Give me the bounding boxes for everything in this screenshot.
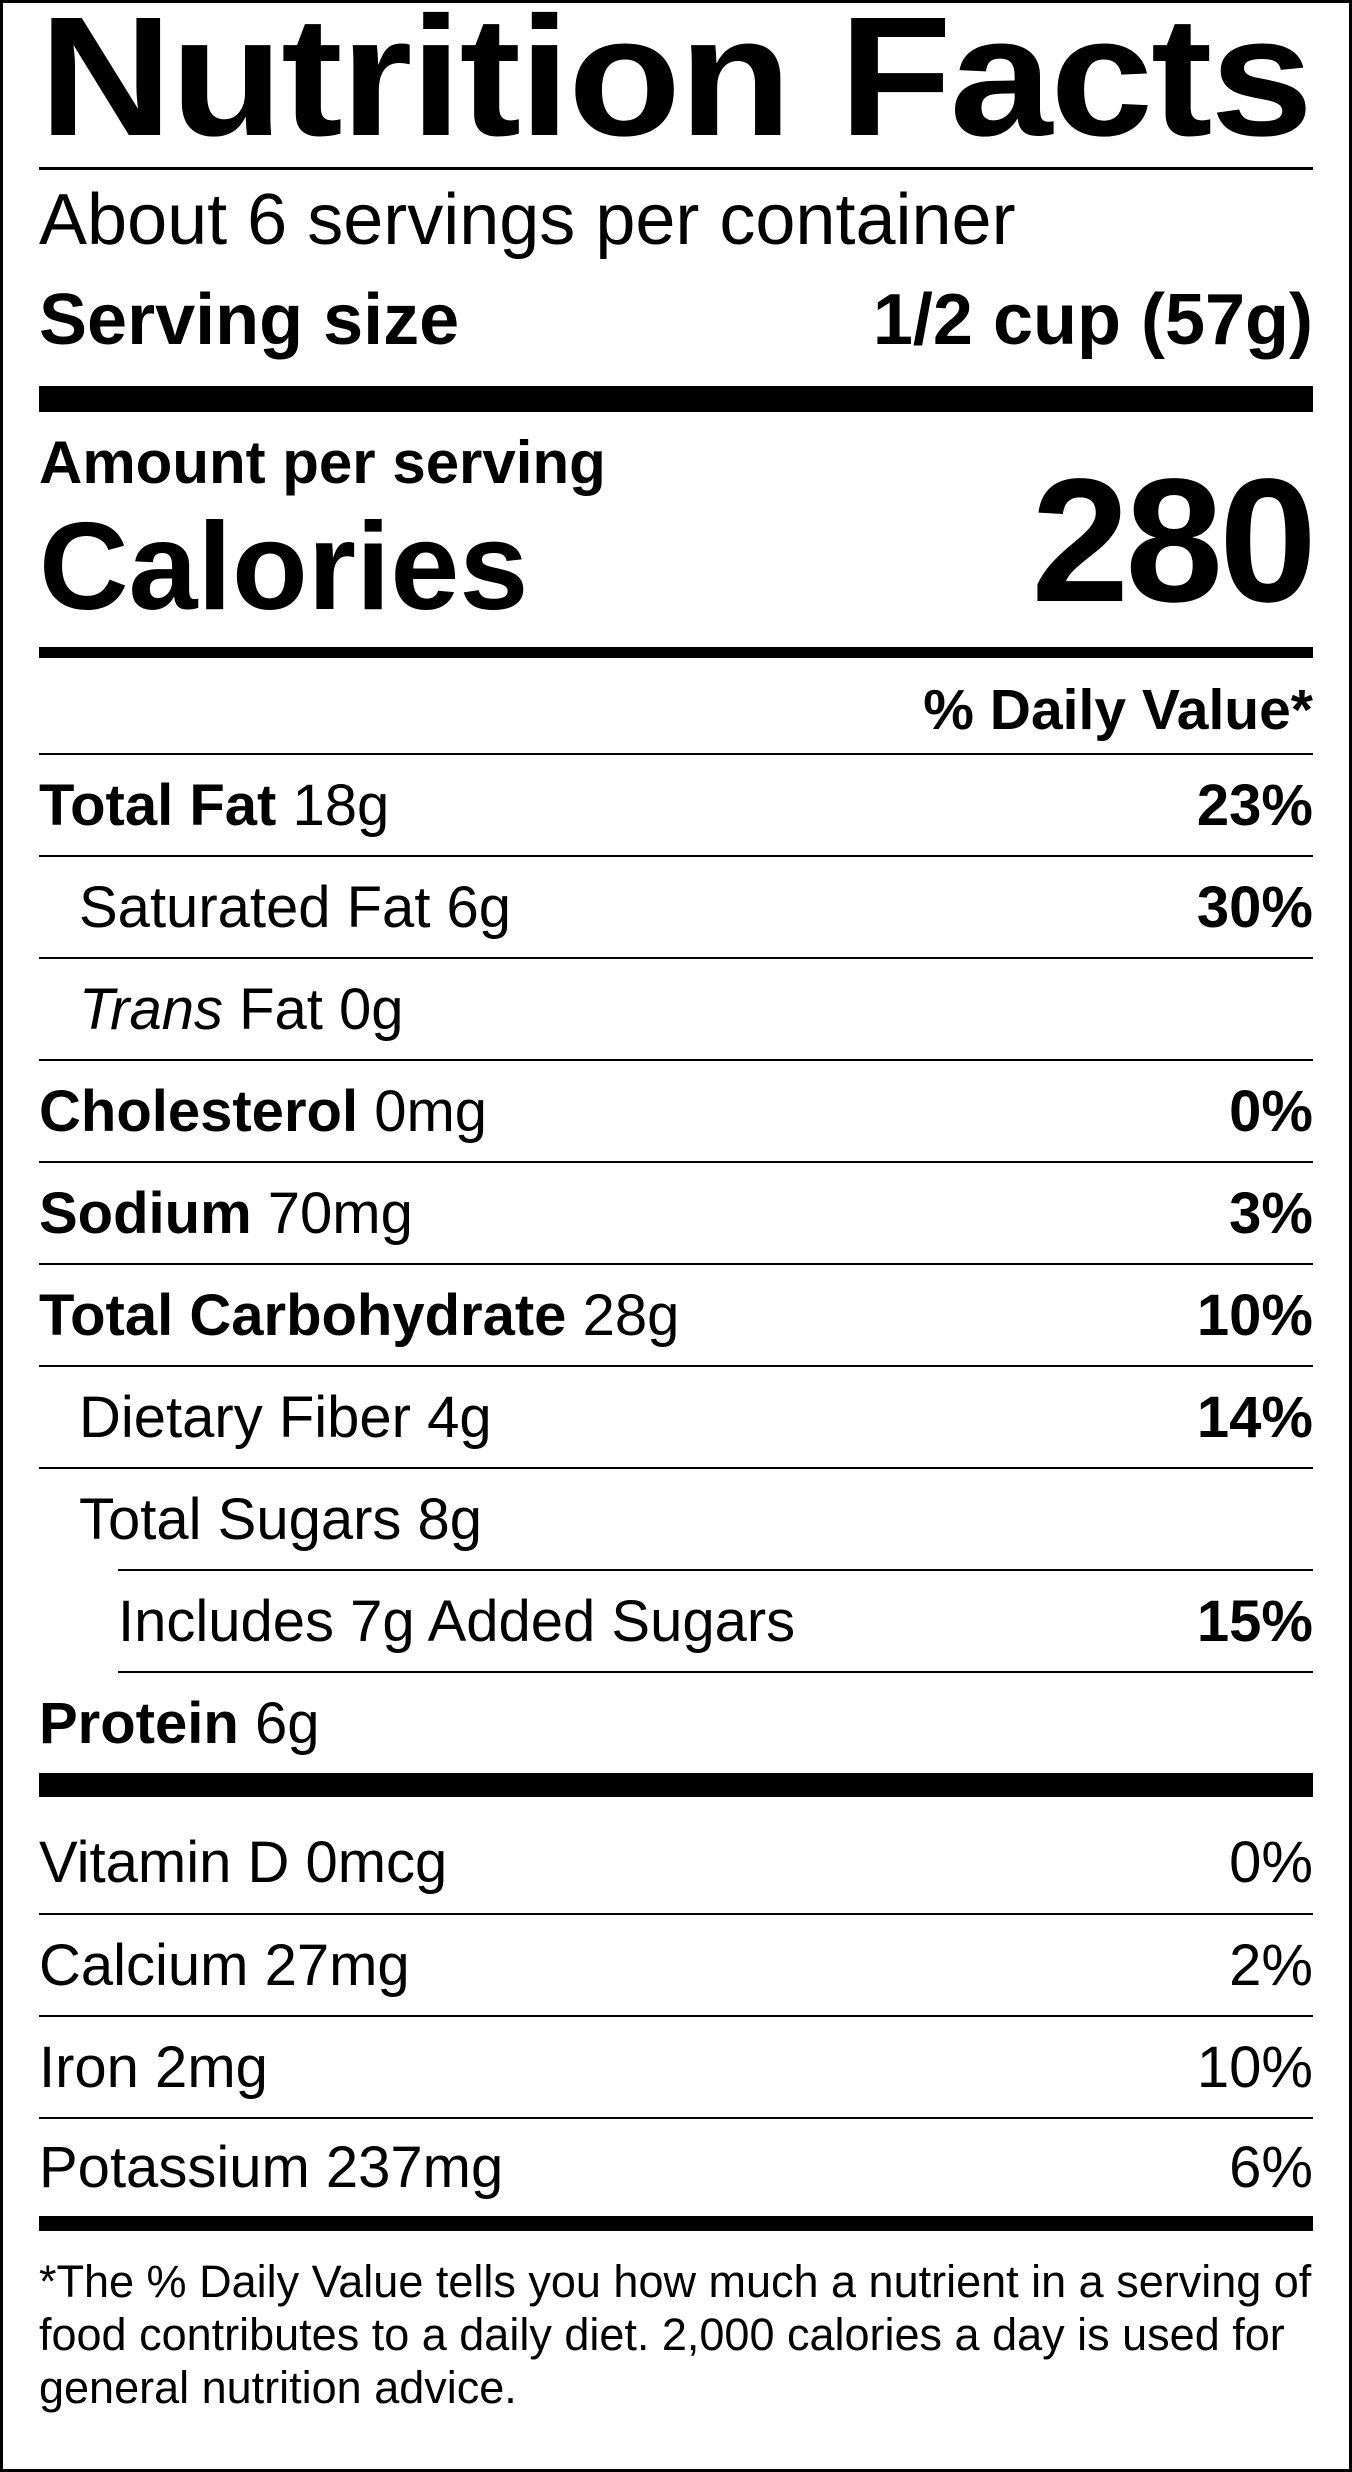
servings-per-container: About 6 servings per container: [39, 180, 1016, 260]
vitamin-dv: 2%: [1229, 1932, 1313, 1998]
vitamin-row-calcium: Calcium 27mg 2%: [39, 1915, 1313, 2017]
nutrient-name: Includes 7g Added Sugars: [118, 1588, 796, 1654]
nutrient-name: Total Carbohydrate: [39, 1282, 567, 1348]
nutrient-name: Cholesterol: [39, 1078, 359, 1144]
divider-medium: [39, 647, 1313, 658]
nutrient-row-total-fat: Total Fat 18g 23%: [39, 755, 1313, 857]
vitamin-name: Iron 2mg: [39, 2034, 268, 2100]
nutrient-row-total-carbohydrate: Total Carbohydrate 28g 10%: [39, 1265, 1313, 1367]
nutrient-dv: 23%: [1196, 772, 1313, 838]
nutrient-name-italic: Trans: [79, 976, 223, 1042]
nutrient-name: Saturated Fat 6g: [79, 874, 512, 940]
calories-value: 280: [1031, 443, 1317, 639]
nutrient-row-trans-fat: Trans Fat 0g: [39, 959, 1313, 1061]
footnote: *The % Daily Value tells you how much a …: [39, 2256, 1312, 2413]
nutrient-row-saturated-fat: Saturated Fat 6g 30%: [39, 857, 1313, 959]
calories-row: Calories 280: [39, 453, 1317, 647]
nutrient-name: Sodium: [39, 1180, 252, 1246]
nutrient-dv: 0%: [1229, 1078, 1313, 1144]
nutrient-row-added-sugars: Includes 7g Added Sugars 15%: [118, 1569, 1313, 1673]
vitamin-dv: 0%: [1229, 1829, 1313, 1895]
nutrient-name: Total Sugars 8g: [79, 1486, 483, 1552]
nutrient-row-dietary-fiber: Dietary Fiber 4g 14%: [39, 1367, 1313, 1469]
nutrient-row-sodium: Sodium 70mg 3%: [39, 1163, 1313, 1265]
vitamin-dv: 6%: [1229, 2135, 1313, 2200]
vitamin-name: Calcium 27mg: [39, 1932, 410, 1998]
nutrient-row-protein: Protein 6g: [39, 1673, 1313, 1773]
nutrient-amount: 70mg: [267, 1180, 413, 1246]
label-title-row: Nutrition Facts: [39, 0, 1313, 170]
nutrient-row-cholesterol: Cholesterol 0mg 0%: [39, 1061, 1313, 1163]
divider-thick: [39, 386, 1313, 412]
nutrient-name: Protein: [39, 1690, 239, 1756]
vitamin-name: Vitamin D 0mcg: [39, 1829, 448, 1895]
divider-thick: [39, 1773, 1313, 1797]
nutrient-name: Total Fat: [39, 772, 277, 838]
nutrient-dv: 30%: [1196, 874, 1313, 940]
vitamin-name: Potassium 237mg: [39, 2135, 504, 2200]
nutrient-amount: 28g: [582, 1282, 680, 1348]
divider-medium: [39, 2216, 1313, 2231]
amount-per-serving: Amount per serving: [39, 429, 606, 496]
serving-size-value: 1/2 cup (57g): [872, 280, 1313, 360]
nutrient-dv: 14%: [1196, 1384, 1313, 1450]
vitamin-row-iron: Iron 2mg 10%: [39, 2017, 1313, 2119]
nutrient-amount: 0mg: [374, 1078, 488, 1144]
nutrient-dv: 15%: [1196, 1588, 1313, 1654]
vitamin-dv: 10%: [1196, 2034, 1313, 2100]
calories-label: Calories: [39, 498, 529, 636]
nutrient-name: Fat 0g: [222, 976, 404, 1042]
nutrient-dv: 10%: [1196, 1282, 1313, 1348]
nutrient-row-total-sugars: Total Sugars 8g: [39, 1469, 1313, 1569]
nutrient-dv: 3%: [1229, 1180, 1313, 1246]
vitamin-row-vitamin-d: Vitamin D 0mcg 0%: [39, 1797, 1313, 1915]
nutrition-facts-label: Nutrition Facts About 6 servings per con…: [39, 0, 1317, 2414]
nutrient-amount: 18g: [292, 772, 390, 838]
label-title: Nutrition Facts: [39, 0, 1313, 172]
serving-size-label: Serving size: [39, 280, 460, 360]
vitamin-row-potassium: Potassium 237mg 6%: [39, 2119, 1313, 2216]
serving-size-row: Serving size 1/2 cup (57g): [39, 270, 1313, 386]
nutrient-amount: 6g: [254, 1690, 320, 1756]
nutrient-name: Dietary Fiber 4g: [79, 1384, 492, 1450]
daily-value-header: % Daily Value*: [39, 658, 1313, 755]
